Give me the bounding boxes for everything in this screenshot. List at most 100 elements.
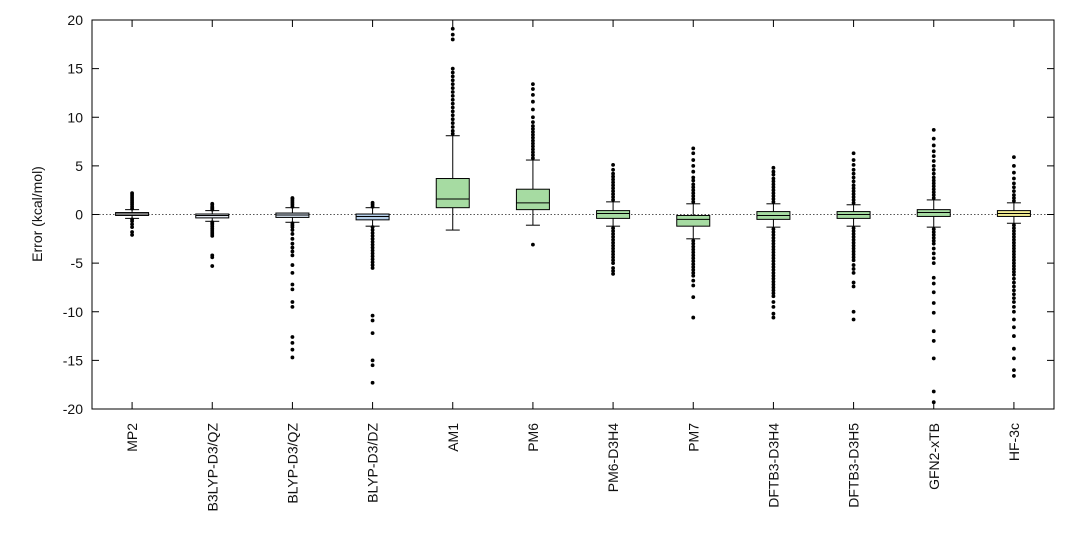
outlier-point bbox=[1012, 246, 1016, 251]
outlier-point bbox=[531, 129, 535, 134]
outlier-point bbox=[771, 230, 776, 234]
outlier-point bbox=[931, 163, 936, 168]
outlier-point bbox=[450, 105, 455, 110]
outlier-point bbox=[531, 120, 535, 125]
outlier-point bbox=[931, 329, 936, 334]
outlier-point bbox=[931, 310, 936, 315]
outlier-point bbox=[691, 315, 696, 320]
box bbox=[596, 210, 631, 219]
outlier-point bbox=[611, 243, 615, 248]
outlier-point bbox=[290, 249, 295, 254]
box-group-dftb3-d3h5 bbox=[836, 151, 871, 322]
outlier-point bbox=[450, 78, 455, 83]
outlier-point bbox=[771, 235, 776, 240]
outlier-point bbox=[771, 262, 776, 266]
outlier-point bbox=[931, 154, 936, 159]
outlier-point bbox=[931, 256, 936, 261]
outlier-point bbox=[210, 221, 215, 226]
outlier-point bbox=[851, 267, 856, 271]
outlier-point bbox=[210, 255, 215, 260]
box-group-dftb3-d3h4 bbox=[756, 165, 791, 320]
box-group-blyp-d3-qz bbox=[275, 196, 310, 360]
outlier-point bbox=[851, 163, 856, 167]
outlier-point bbox=[290, 196, 295, 200]
outlier-point bbox=[691, 191, 696, 196]
box bbox=[435, 178, 470, 209]
outlier-point bbox=[290, 225, 295, 230]
outlier-point bbox=[851, 195, 856, 199]
outlier-point bbox=[450, 26, 455, 31]
outlier-point bbox=[130, 225, 134, 230]
outlier-point bbox=[611, 266, 615, 270]
outlier-point bbox=[771, 304, 776, 309]
outlier-point bbox=[691, 268, 696, 272]
outlier-point bbox=[771, 233, 776, 237]
outlier-point bbox=[531, 144, 535, 149]
y-axis-title: Error (kcal/mol) bbox=[29, 166, 45, 262]
outlier-point bbox=[611, 249, 615, 254]
outlier-point bbox=[851, 229, 856, 233]
outlier-point bbox=[691, 253, 696, 258]
outlier-point bbox=[531, 138, 535, 143]
outlier-point bbox=[851, 258, 856, 263]
outlier-point bbox=[290, 347, 295, 352]
outlier-point bbox=[1012, 267, 1016, 271]
box-group-hf-3c bbox=[996, 155, 1031, 378]
outlier-point bbox=[611, 189, 615, 194]
outlier-point bbox=[611, 226, 615, 231]
outlier-point bbox=[691, 241, 696, 246]
outlier-point bbox=[771, 282, 776, 287]
x-tick-label: PM7 bbox=[685, 423, 701, 452]
box-group-am1 bbox=[435, 26, 470, 231]
outlier-point bbox=[771, 194, 776, 198]
outlier-point bbox=[691, 259, 696, 264]
outlier-point bbox=[611, 234, 615, 239]
outlier-point bbox=[771, 311, 776, 316]
outlier-point bbox=[691, 194, 696, 198]
outlier-point bbox=[531, 132, 535, 137]
outlier-point bbox=[851, 263, 856, 267]
outlier-point bbox=[611, 163, 615, 167]
outlier-point bbox=[611, 195, 615, 199]
outlier-point bbox=[771, 300, 776, 304]
outlier-point bbox=[771, 279, 776, 284]
outlier-point bbox=[931, 275, 936, 280]
outlier-point bbox=[691, 163, 696, 168]
outlier-point bbox=[771, 276, 776, 281]
outlier-point bbox=[1012, 300, 1016, 304]
outlier-point bbox=[611, 258, 615, 263]
outlier-point bbox=[370, 358, 375, 363]
outlier-point bbox=[691, 265, 696, 269]
outlier-point bbox=[771, 197, 776, 201]
y-tick-label: 0 bbox=[75, 207, 83, 223]
outlier-point bbox=[691, 270, 696, 275]
outlier-point bbox=[611, 177, 615, 182]
outlier-point bbox=[691, 247, 696, 252]
outlier-point bbox=[771, 188, 776, 193]
outlier-point bbox=[851, 151, 856, 156]
outlier-point bbox=[611, 186, 615, 191]
outlier-point bbox=[1012, 223, 1016, 228]
outlier-point bbox=[931, 251, 936, 256]
outlier-point bbox=[450, 117, 455, 122]
y-tick-label: -5 bbox=[71, 255, 84, 271]
outlier-point bbox=[931, 136, 936, 141]
outlier-point bbox=[370, 257, 375, 262]
outlier-point bbox=[370, 233, 375, 238]
outlier-point bbox=[851, 167, 856, 172]
outlier-point bbox=[370, 260, 375, 265]
outlier-point bbox=[370, 245, 375, 250]
outlier-point bbox=[531, 150, 535, 155]
outlier-point bbox=[851, 226, 856, 231]
box-group-blyp-d3-dz bbox=[355, 200, 390, 385]
outlier-point bbox=[450, 82, 455, 87]
outlier-point bbox=[611, 261, 615, 266]
outlier-point bbox=[450, 74, 455, 79]
outlier-point bbox=[691, 256, 696, 261]
outlier-point bbox=[611, 246, 615, 251]
outlier-point bbox=[851, 175, 856, 180]
outlier-point bbox=[1012, 243, 1016, 248]
outlier-point bbox=[931, 196, 936, 200]
outlier-point bbox=[1012, 292, 1016, 297]
outlier-point bbox=[771, 253, 776, 258]
